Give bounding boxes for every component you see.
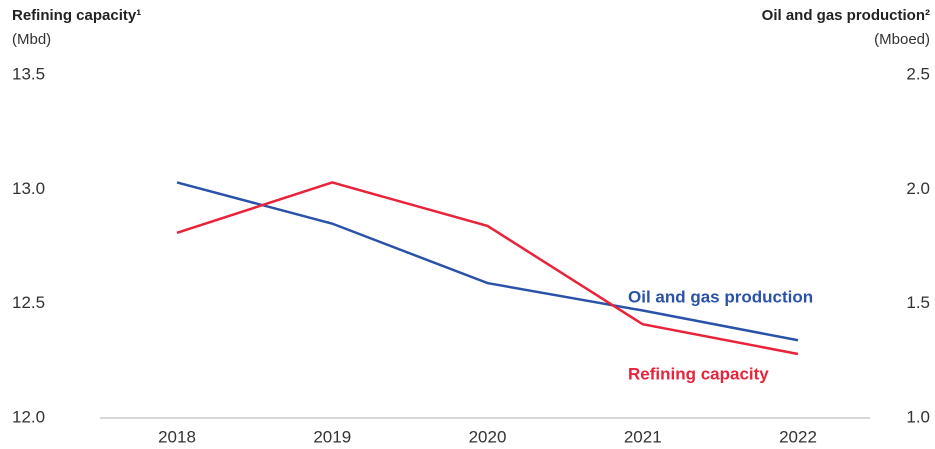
x-tick-label: 2019 <box>313 427 351 446</box>
y-tick-label: 12.5 <box>12 293 45 312</box>
y-tick-label: 13.0 <box>12 179 45 198</box>
x-tick-label: 2020 <box>469 427 507 446</box>
x-tick-label: 2021 <box>624 427 662 446</box>
y2-axis-title: Oil and gas production² <box>762 7 930 24</box>
y2-tick-label: 2.0 <box>906 179 930 198</box>
y-axis-title: Refining capacity¹ <box>12 7 141 24</box>
y-axis-unit: (Mbd) <box>12 31 51 48</box>
series-label: Oil and gas production <box>628 287 813 306</box>
y-tick-label: 13.5 <box>12 64 45 83</box>
y-tick-label: 12.0 <box>12 407 45 426</box>
y2-tick-label: 1.0 <box>906 407 930 426</box>
series-line <box>176 181 799 342</box>
y2-tick-label: 1.5 <box>906 293 930 312</box>
series-line <box>176 181 799 356</box>
x-tick-label: 2018 <box>158 427 196 446</box>
series-label: Refining capacity <box>628 364 769 383</box>
y2-tick-label: 2.5 <box>906 64 930 83</box>
x-tick-label: 2022 <box>779 427 817 446</box>
y2-axis-unit: (Mboed) <box>874 31 930 48</box>
